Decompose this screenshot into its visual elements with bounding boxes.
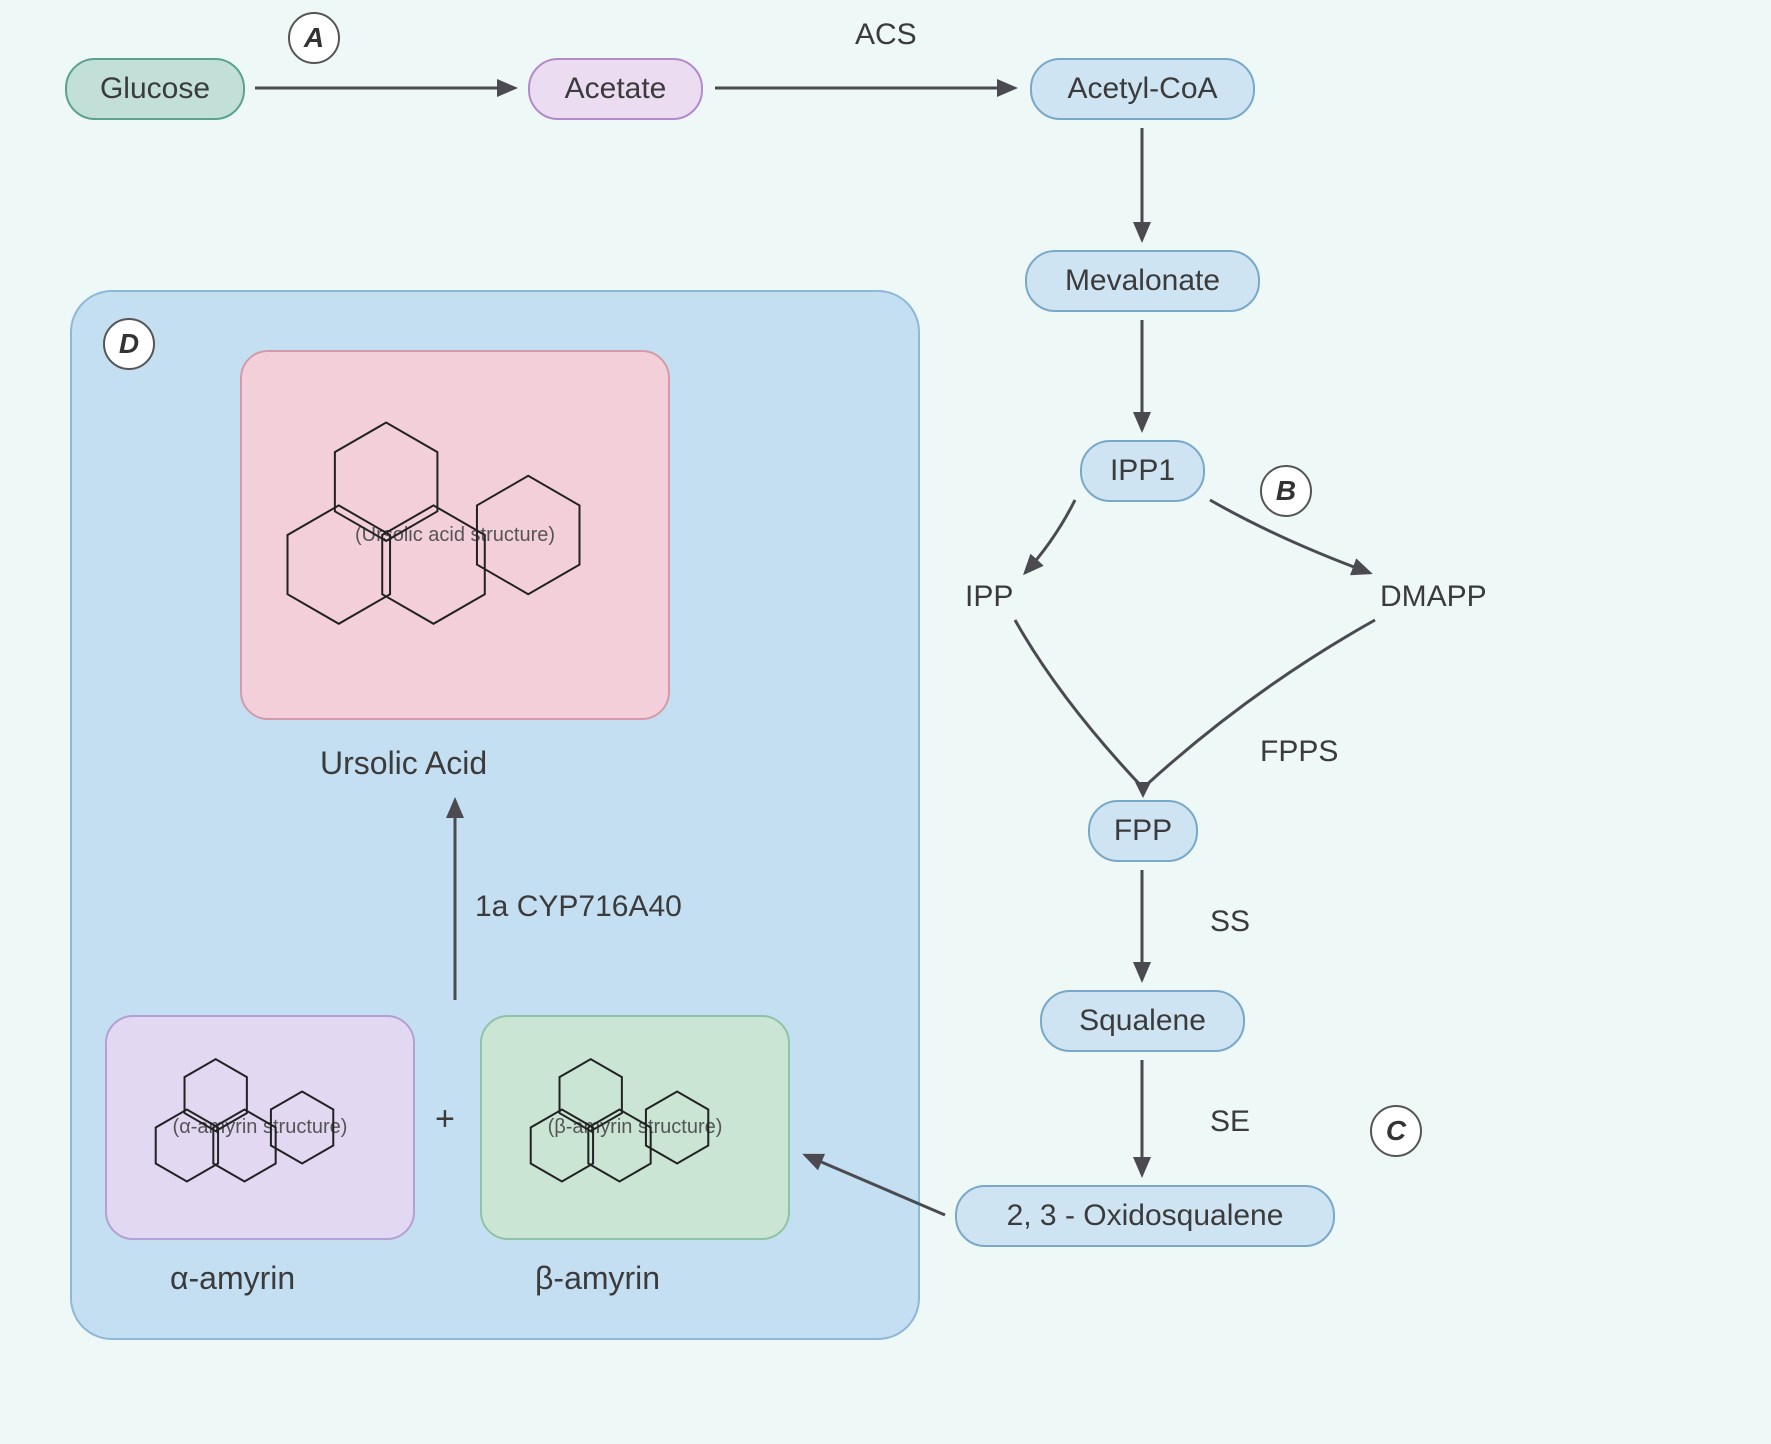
structure-alpha_struct-svg (105, 1015, 415, 1240)
label-ss: SS (1210, 905, 1250, 939)
section-letter-C: C (1370, 1105, 1422, 1157)
label-ipp: IPP (965, 580, 1013, 614)
label-alpha: α-amyrin (170, 1260, 295, 1297)
node-squalene-label: Squalene (1079, 1004, 1206, 1038)
label-fpps: FPPS (1260, 735, 1338, 769)
section-letter-D: D (103, 318, 155, 370)
node-acetylcoa: Acetyl-CoA (1030, 58, 1255, 120)
structure-ursolic_struct-svg (240, 350, 670, 720)
section-letter-B: B (1260, 465, 1312, 517)
node-acetate-label: Acetate (565, 72, 667, 106)
label-ursolic: Ursolic Acid (320, 745, 487, 782)
node-acetate: Acetate (528, 58, 703, 120)
node-squalene: Squalene (1040, 990, 1245, 1052)
node-glucose-label: Glucose (100, 72, 210, 106)
node-oxidosqualene-label: 2, 3 - Oxidosqualene (1007, 1199, 1284, 1233)
label-se: SE (1210, 1105, 1250, 1139)
node-mevalonate: Mevalonate (1025, 250, 1260, 312)
node-ipp1-label: IPP1 (1110, 454, 1175, 488)
node-fpp: FPP (1088, 800, 1198, 862)
label-acs: ACS (855, 18, 917, 52)
label-plus: + (435, 1100, 455, 1139)
node-mevalonate-label: Mevalonate (1065, 264, 1220, 298)
node-glucose: Glucose (65, 58, 245, 120)
arrow-ipp1-to-ipp (1025, 500, 1075, 573)
label-cyp: 1a CYP716A40 (475, 890, 682, 924)
node-oxidosqualene: 2, 3 - Oxidosqualene (955, 1185, 1335, 1247)
label-dmapp: DMAPP (1380, 580, 1487, 614)
structure-beta_struct-svg (480, 1015, 790, 1240)
node-fpp-label: FPP (1114, 814, 1172, 848)
label-beta: β-amyrin (535, 1260, 660, 1297)
node-ipp1: IPP1 (1080, 440, 1205, 502)
node-acetylcoa-label: Acetyl-CoA (1067, 72, 1217, 106)
section-letter-A: A (288, 12, 340, 64)
